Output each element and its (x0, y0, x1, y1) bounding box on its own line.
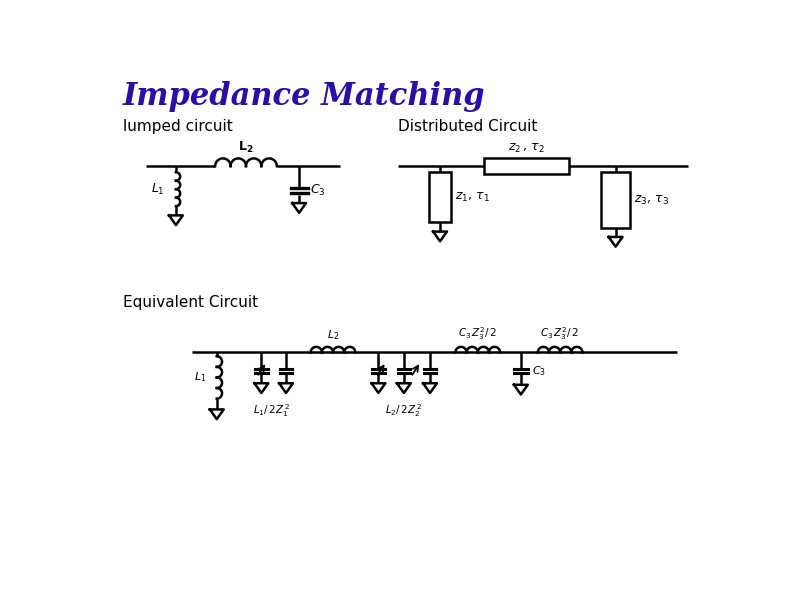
Text: $z_2\,,\,\tau_2$: $z_2\,,\,\tau_2$ (507, 142, 545, 155)
Bar (430, 173, 451, 223)
Text: $L_2/\,2Z_2^{\,2}$: $L_2/\,2Z_2^{\,2}$ (385, 402, 422, 419)
Text: $C_3\,Z_3^2/\,2$: $C_3\,Z_3^2/\,2$ (541, 325, 580, 342)
Text: $C_3$: $C_3$ (310, 183, 326, 198)
Text: Impedance Matching: Impedance Matching (123, 82, 485, 112)
Text: $L_1$: $L_1$ (194, 371, 206, 384)
Text: $C_3$: $C_3$ (532, 364, 545, 378)
Text: $z_3,\,\tau_3$: $z_3,\,\tau_3$ (634, 193, 669, 206)
Text: $\mathbf{L_2}$: $\mathbf{L_2}$ (238, 140, 254, 155)
Text: Equivalent Circuit: Equivalent Circuit (123, 295, 258, 310)
Text: $L_2$: $L_2$ (327, 328, 339, 342)
Text: $L_1/\,2Z_1^{\,2}$: $L_1/\,2Z_1^{\,2}$ (253, 402, 291, 419)
Text: lumped circuit: lumped circuit (123, 119, 233, 134)
Text: Distributed Circuit: Distributed Circuit (398, 119, 537, 134)
Bar (484, 158, 569, 174)
Text: $z_1,\,\tau_1$: $z_1,\,\tau_1$ (455, 191, 490, 204)
Text: $L_1$: $L_1$ (151, 181, 164, 197)
Bar (601, 173, 630, 228)
Text: $C_3\,Z_3^2/\,2$: $C_3\,Z_3^2/\,2$ (458, 325, 498, 342)
